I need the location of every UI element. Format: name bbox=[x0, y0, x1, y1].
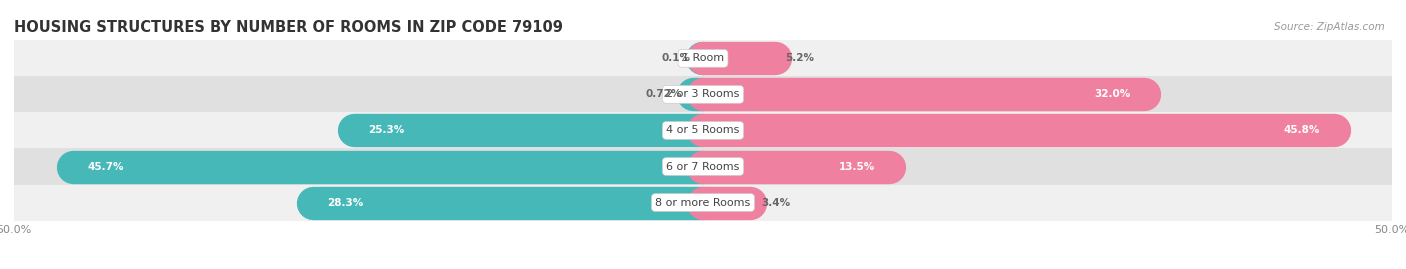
Text: 5.2%: 5.2% bbox=[786, 53, 814, 63]
Text: 25.3%: 25.3% bbox=[368, 125, 405, 136]
Bar bbox=[14, 76, 1392, 112]
Text: 13.5%: 13.5% bbox=[839, 161, 875, 172]
Text: 8 or more Rooms: 8 or more Rooms bbox=[655, 197, 751, 208]
Text: 2 or 3 Rooms: 2 or 3 Rooms bbox=[666, 89, 740, 100]
Text: 45.7%: 45.7% bbox=[87, 161, 124, 172]
Bar bbox=[14, 148, 1392, 185]
Text: 1 Room: 1 Room bbox=[682, 53, 724, 63]
Text: HOUSING STRUCTURES BY NUMBER OF ROOMS IN ZIP CODE 79109: HOUSING STRUCTURES BY NUMBER OF ROOMS IN… bbox=[14, 20, 562, 35]
Text: 0.1%: 0.1% bbox=[662, 53, 690, 63]
Text: 3.4%: 3.4% bbox=[761, 197, 790, 208]
Bar bbox=[14, 112, 1392, 148]
Text: 28.3%: 28.3% bbox=[326, 197, 363, 208]
Text: 4 or 5 Rooms: 4 or 5 Rooms bbox=[666, 125, 740, 136]
Text: 6 or 7 Rooms: 6 or 7 Rooms bbox=[666, 161, 740, 172]
Bar bbox=[14, 185, 1392, 221]
Text: Source: ZipAtlas.com: Source: ZipAtlas.com bbox=[1274, 22, 1385, 31]
Text: 45.8%: 45.8% bbox=[1284, 125, 1320, 136]
Text: 32.0%: 32.0% bbox=[1094, 89, 1130, 100]
Text: 0.72%: 0.72% bbox=[645, 89, 682, 100]
Bar bbox=[14, 40, 1392, 76]
